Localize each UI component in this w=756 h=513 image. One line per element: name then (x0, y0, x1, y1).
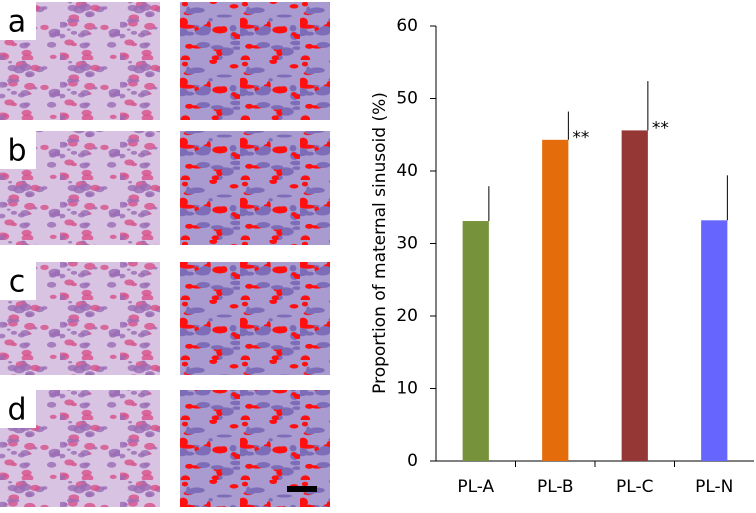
image-panels: a b c d (0, 2, 330, 507)
bar (701, 220, 728, 461)
significance: ** (572, 128, 589, 148)
panel-label-box (0, 2, 36, 40)
y-tick-label: 0 (407, 451, 418, 471)
y-tick-label: 20 (396, 306, 418, 326)
panel-label-box (0, 390, 36, 428)
seg-image (180, 262, 330, 375)
x-tick-label: PL-N (695, 477, 733, 497)
y-tick-label: 10 (396, 379, 418, 399)
panel-label: a (8, 5, 26, 40)
y-axis-label: Proportion of maternal sinusoid (%) (370, 92, 390, 394)
y-tick-label: 30 (396, 234, 418, 254)
y-tick-label: 50 (396, 89, 418, 109)
seg-image (180, 131, 330, 245)
significance: ** (652, 118, 669, 138)
panel-label: d (7, 393, 26, 428)
x-tick-label: PL-B (537, 477, 574, 497)
panel-label: b (7, 134, 26, 169)
x-tick-label: PL-A (457, 477, 494, 497)
x-tick-label: PL-C (616, 477, 653, 497)
seg-image (180, 2, 330, 120)
panel-label-box (0, 262, 36, 300)
bar (542, 139, 569, 461)
panel-label-box (0, 131, 36, 169)
y-tick-label: 60 (396, 16, 418, 36)
y-tick-label: 40 (396, 161, 418, 181)
scale-bar (287, 486, 317, 492)
panel-label: c (9, 265, 26, 300)
bar (462, 221, 489, 461)
bar (621, 130, 648, 461)
